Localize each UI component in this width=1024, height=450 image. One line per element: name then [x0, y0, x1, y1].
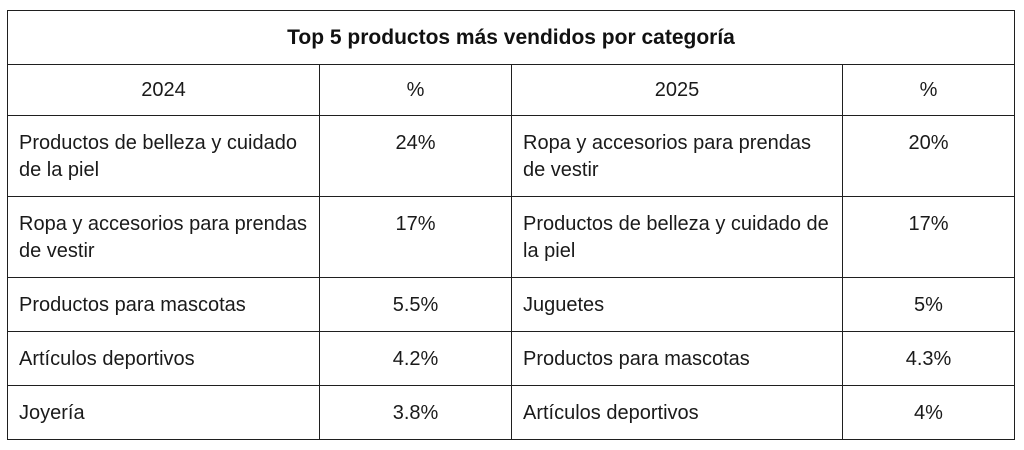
header-year-2024: 2024 [7, 64, 320, 116]
title-row: Top 5 productos más vendidos por categor… [7, 10, 1015, 65]
category-2024: Productos de belleza y cuidado de la pie… [7, 115, 320, 197]
top-products-table: Top 5 productos más vendidos por categor… [7, 10, 1015, 440]
category-2025: Ropa y accesorios para prendas de vestir [511, 115, 843, 197]
percent-2024: 4.2% [319, 331, 512, 386]
table-row: Ropa y accesorios para prendas de vestir… [7, 196, 1015, 278]
percent-2024: 17% [319, 196, 512, 278]
percent-2025: 5% [842, 277, 1015, 332]
header-percent-2025: % [842, 64, 1015, 116]
percent-2025: 4.3% [842, 331, 1015, 386]
percent-2024: 24% [319, 115, 512, 197]
header-percent-2024: % [319, 64, 512, 116]
category-2024: Artículos deportivos [7, 331, 320, 386]
category-2025: Productos para mascotas [511, 331, 843, 386]
percent-2024: 5.5% [319, 277, 512, 332]
header-row: 2024 % 2025 % [7, 64, 1015, 116]
percent-2025: 4% [842, 385, 1015, 440]
category-2025: Juguetes [511, 277, 843, 332]
header-year-2025: 2025 [511, 64, 843, 116]
percent-2025: 17% [842, 196, 1015, 278]
category-2025: Artículos deportivos [511, 385, 843, 440]
percent-2024: 3.8% [319, 385, 512, 440]
category-2025: Productos de belleza y cuidado de la pie… [511, 196, 843, 278]
table-title: Top 5 productos más vendidos por categor… [7, 10, 1015, 65]
table-row: Productos para mascotas 5.5% Juguetes 5% [7, 277, 1015, 332]
table-row: Artículos deportivos 4.2% Productos para… [7, 331, 1015, 386]
table-row: Productos de belleza y cuidado de la pie… [7, 115, 1015, 197]
table-row: Joyería 3.8% Artículos deportivos 4% [7, 385, 1015, 440]
category-2024: Joyería [7, 385, 320, 440]
category-2024: Productos para mascotas [7, 277, 320, 332]
category-2024: Ropa y accesorios para prendas de vestir [7, 196, 320, 278]
percent-2025: 20% [842, 115, 1015, 197]
